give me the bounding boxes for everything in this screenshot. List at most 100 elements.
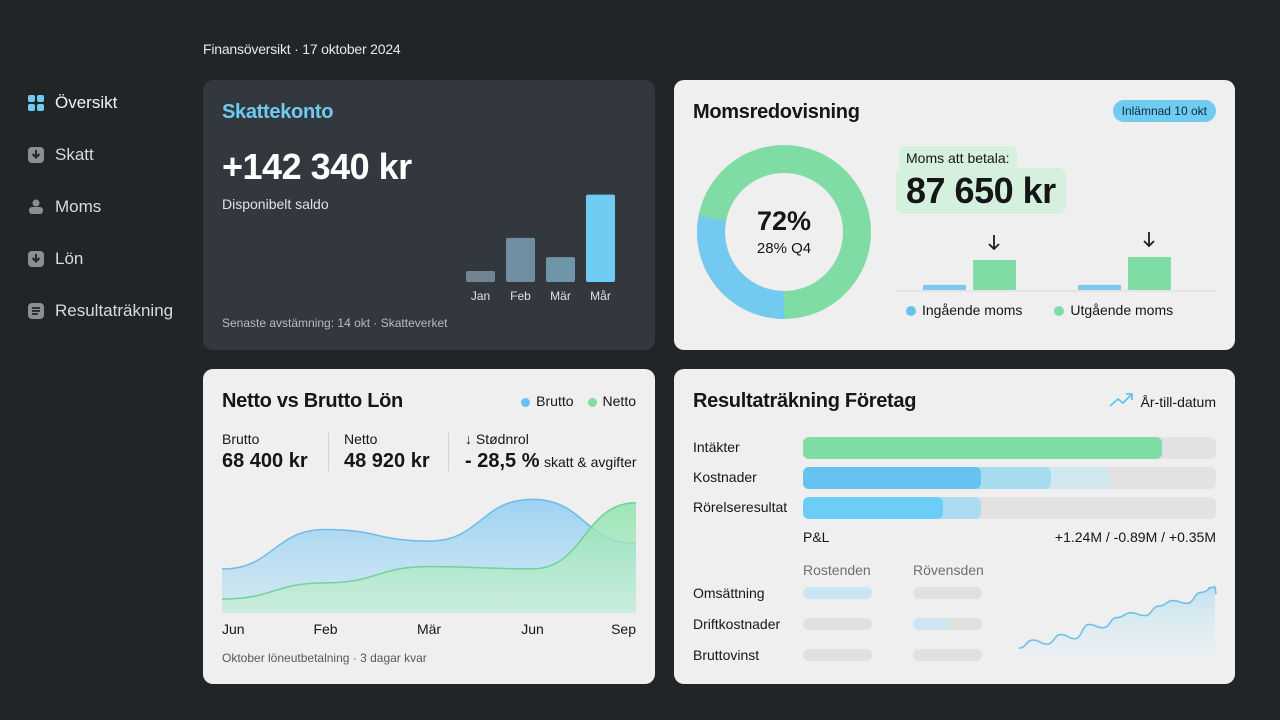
tick-label: Jun [222, 621, 245, 637]
legend-item: Brutto [521, 393, 574, 409]
row-bar-track [803, 467, 1216, 489]
skeleton-bar [913, 649, 982, 661]
chart-bar [1128, 257, 1171, 290]
stamp-icon [26, 197, 46, 217]
stat-value: 68 400 kr [222, 450, 308, 472]
legend-dot [906, 306, 916, 316]
down-arrow-icon [988, 235, 1000, 251]
chart-bar [923, 284, 966, 290]
donut-main-value: 72% [756, 206, 812, 236]
row-label: Intäkter [693, 439, 740, 455]
chart-bar [1078, 284, 1121, 290]
line-netto [222, 502, 636, 600]
card-title: Momsredovisning [693, 101, 860, 123]
result-row: Kostnader [693, 467, 1216, 489]
legend-dot [521, 398, 531, 407]
sidebar-item-label: Översikt [55, 93, 118, 112]
chart-bar [506, 237, 535, 282]
sidebar-item-label: Lön [55, 249, 84, 268]
area-netto [222, 502, 636, 613]
legend-item: Utgående moms [1054, 302, 1173, 318]
stat-value: - 28,5 % [465, 450, 540, 472]
stat-brutto: Brutto 68 400 kr [222, 431, 308, 473]
sidebar-item-oversikt[interactable]: Översikt [26, 92, 196, 114]
down-arrow-icon [1143, 232, 1155, 248]
moms-legend: Ingående moms Utgående moms [906, 302, 1173, 318]
sidebar-item-moms[interactable]: Moms [26, 196, 196, 218]
stat-netto: Netto 48 920 kr [344, 431, 430, 473]
donut-sub-value: 28% Q4 [756, 240, 812, 257]
lon-area-chart [222, 498, 636, 613]
skattekonto-card[interactable]: Skattekonto +142 340 kr Disponibelt sald… [203, 80, 655, 350]
arrow-head [1207, 586, 1217, 595]
tick-label: Feb [313, 621, 338, 637]
moms-bar-chart [896, 232, 1216, 292]
page-title: Finansöversikt · 17 oktober 2024 [203, 41, 401, 57]
sidebar-item-lon[interactable]: Lön [26, 248, 196, 270]
tick-label: Mår [590, 289, 611, 303]
row-bar-track [803, 437, 1216, 459]
document-icon [26, 301, 46, 321]
moms-donut-chart [697, 145, 871, 319]
tick-label: Mär [550, 289, 571, 303]
lon-card[interactable]: Netto vs Brutto Lön Brutto Netto Brutto … [203, 369, 655, 684]
stat-value: 48 920 kr [344, 450, 430, 472]
stat-label: ↓ Stødnrol [465, 431, 529, 447]
resultat-card[interactable]: Resultaträkning Företag År-till-datum In… [674, 369, 1235, 684]
stat-suffix: skatt & avgifter [543, 454, 637, 470]
skeleton-bar-fill [913, 618, 949, 630]
tick-label: Mär [416, 621, 442, 637]
stat-skatt: ↓ Stødnrol - 28,5 % skatt & avgifter [465, 431, 637, 473]
chart-bar [546, 257, 575, 282]
legend-label: Utgående moms [1070, 302, 1174, 318]
tick-label: Jun [521, 621, 544, 637]
skeleton-bar [913, 587, 982, 599]
skattekonto-bar-chart: Jan Feb Mär Mår [466, 194, 615, 303]
status-badge: Inlämnad 10 okt [1112, 100, 1216, 122]
balance-subtitle: Disponibelt saldo [222, 196, 329, 212]
x-axis-labels: Jun Feb Mär Jun Sep [222, 621, 636, 639]
moms-label: Moms att betala: [899, 146, 1017, 170]
row-bar-fill [803, 467, 981, 489]
row-bar-fill [803, 497, 944, 519]
stat-divider [448, 433, 449, 471]
skeleton-bar [803, 587, 872, 599]
line-brutto [222, 498, 636, 570]
row-label: Kostnader [693, 469, 757, 485]
sparkline-line [1018, 586, 1216, 649]
row-bar-fill [803, 437, 1163, 459]
moms-card[interactable]: Momsredovisning Inlämnad 10 okt 72% 28% … [674, 80, 1235, 350]
legend-label: Ingående moms [922, 302, 1023, 318]
stat-value-row: - 28,5 % skatt & avgifter [465, 450, 637, 473]
pl-label: P&L [803, 529, 830, 545]
chart-bar [586, 194, 615, 282]
stat-divider [328, 433, 329, 471]
tick-label: Feb [510, 289, 531, 303]
ytd-label: År-till-datum [1140, 393, 1216, 410]
ytd-toggle[interactable]: År-till-datum [1108, 392, 1216, 411]
sidebar-item-label: Moms [55, 197, 102, 216]
sub-row-label: Driftkostnader [693, 616, 781, 632]
download-box-icon [26, 249, 46, 269]
download-box-icon [26, 145, 46, 165]
balance-amount: +142 340 kr [222, 146, 412, 187]
legend-item: Netto [587, 393, 636, 409]
grid-icon [26, 93, 46, 113]
moms-amount: 87 650 kr [896, 168, 1066, 214]
sidebar-item-resultatrakning[interactable]: Resultaträkning [26, 300, 196, 322]
legend-dot [587, 398, 597, 407]
skeleton-bar [803, 618, 872, 630]
row-label: Rörelseresultat [693, 499, 788, 515]
result-row: Rörelseresultat [693, 497, 1216, 519]
legend-label: Brutto [536, 393, 574, 409]
tick-label: Sep [611, 621, 636, 637]
sidebar-item-label: Skatt [55, 145, 94, 164]
skeleton-bar [803, 649, 872, 661]
donut-segment-blue [697, 145, 871, 319]
row-bar-track [803, 497, 1216, 519]
sidebar-item-label: Resultaträkning [55, 301, 174, 320]
legend-dot [1054, 306, 1065, 316]
chart-bar [973, 260, 1016, 290]
lon-legend: Brutto Netto [521, 393, 636, 409]
sidebar-item-skatt[interactable]: Skatt [26, 144, 196, 166]
